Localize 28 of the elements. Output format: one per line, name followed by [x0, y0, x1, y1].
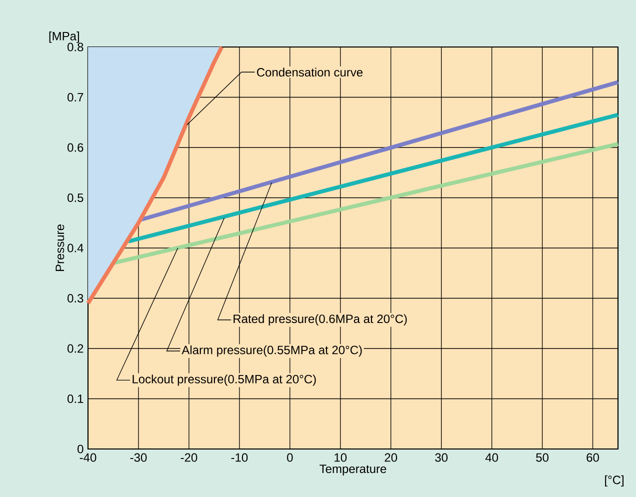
annotation: Condensation curve [256, 68, 363, 77]
x-tick-label: -30 [130, 453, 147, 462]
y-tick-label: 0.1 [68, 394, 84, 404]
y-tick-label: 0.4 [68, 244, 84, 252]
text: [MPa] [49, 32, 79, 43]
x-tick-label: -40 [80, 453, 96, 462]
y-tick-label: 0.6 [68, 143, 84, 152]
y-tick-label: 0.8 [68, 42, 84, 52]
x-tick-label: 20 [384, 453, 398, 462]
x-tick-label: 40 [485, 453, 498, 462]
x-tick-label: 60 [586, 453, 599, 462]
y-tick-label: 0.5 [68, 194, 84, 202]
y-tick-label: 0.2 [68, 344, 84, 353]
y-tick-label: 0.7 [68, 93, 84, 102]
annotation: Alarm pressure(0.55MPa at 20°C) [182, 345, 362, 357]
y-axis-title: Pressure [56, 224, 64, 272]
x-axis-title: Temperature [320, 464, 386, 476]
annotation: Lockout pressure(0.5MPa at 20°C) [132, 374, 316, 386]
annotation: Rated pressure(0.6MPa at 20°C) [234, 314, 407, 326]
x-tick-label: 30 [435, 453, 448, 462]
x-tick-label: -10 [231, 453, 248, 462]
x-tick-label: 0 [287, 453, 293, 462]
text: [°C] [605, 475, 624, 487]
x-tick-label: 10 [334, 453, 347, 462]
x-tick-label: 50 [536, 453, 548, 462]
y-tick-label: 0 [78, 444, 84, 454]
y-tick-label: 0.3 [68, 294, 84, 303]
x-tick-label: -20 [180, 453, 198, 462]
